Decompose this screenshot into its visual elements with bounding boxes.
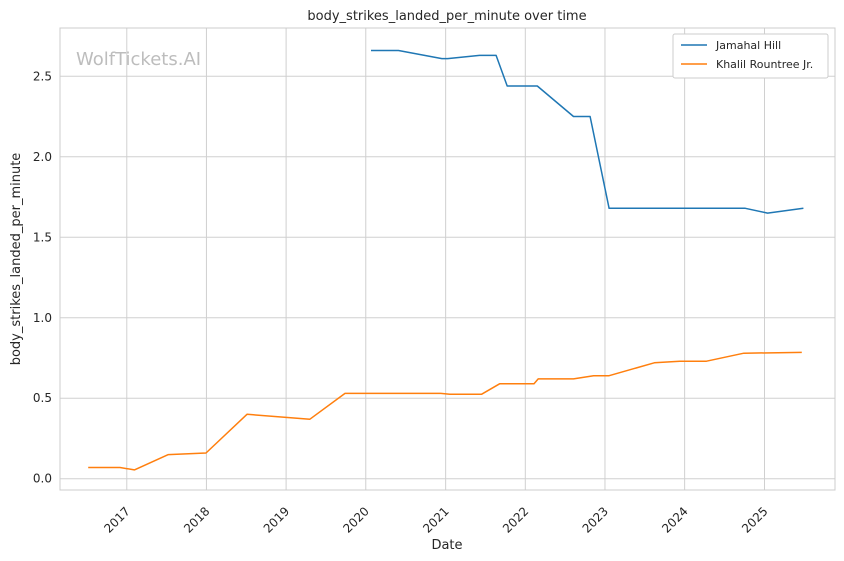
y-tick-label: 2.0 [33,150,52,164]
legend-label-khalil-rountree-jr: Khalil Rountree Jr. [716,58,813,71]
x-tick-label: 2017 [101,504,132,535]
legend-label-jamahal-hill: Jamahal Hill [715,39,781,52]
y-tick-label: 1.5 [33,230,52,244]
x-tick-label: 2019 [261,504,292,535]
x-tick-label: 2023 [580,504,611,535]
chart-title: body_strikes_landed_per_minute over time [307,9,586,24]
x-tick-label: 2020 [340,504,371,535]
y-axis-label: body_strikes_landed_per_minute [9,153,24,366]
legend: Jamahal Hill Khalil Rountree Jr. [672,33,829,79]
series-line-khalil-rountree-jr [88,351,802,471]
series-line-jamahal-hill [371,49,804,214]
legend-box [672,33,829,79]
y-tick-label: 0.0 [33,472,52,486]
x-tick-label: 2024 [659,504,690,535]
x-tick-label: 2021 [420,504,451,535]
y-tick-label: 2.5 [33,69,52,83]
y-tick-label: 1.0 [33,311,52,325]
x-tick-label: 2018 [181,504,212,535]
x-axis-label: Date [431,538,462,553]
x-tick-label: 2022 [500,504,531,535]
series-layer [88,49,804,471]
x-tick-label: 2025 [739,504,770,535]
watermark: WolfTickets.AI [76,49,201,70]
grid-layer [60,28,835,490]
y-tick-label: 0.5 [33,391,52,405]
plot-frame [59,27,836,491]
